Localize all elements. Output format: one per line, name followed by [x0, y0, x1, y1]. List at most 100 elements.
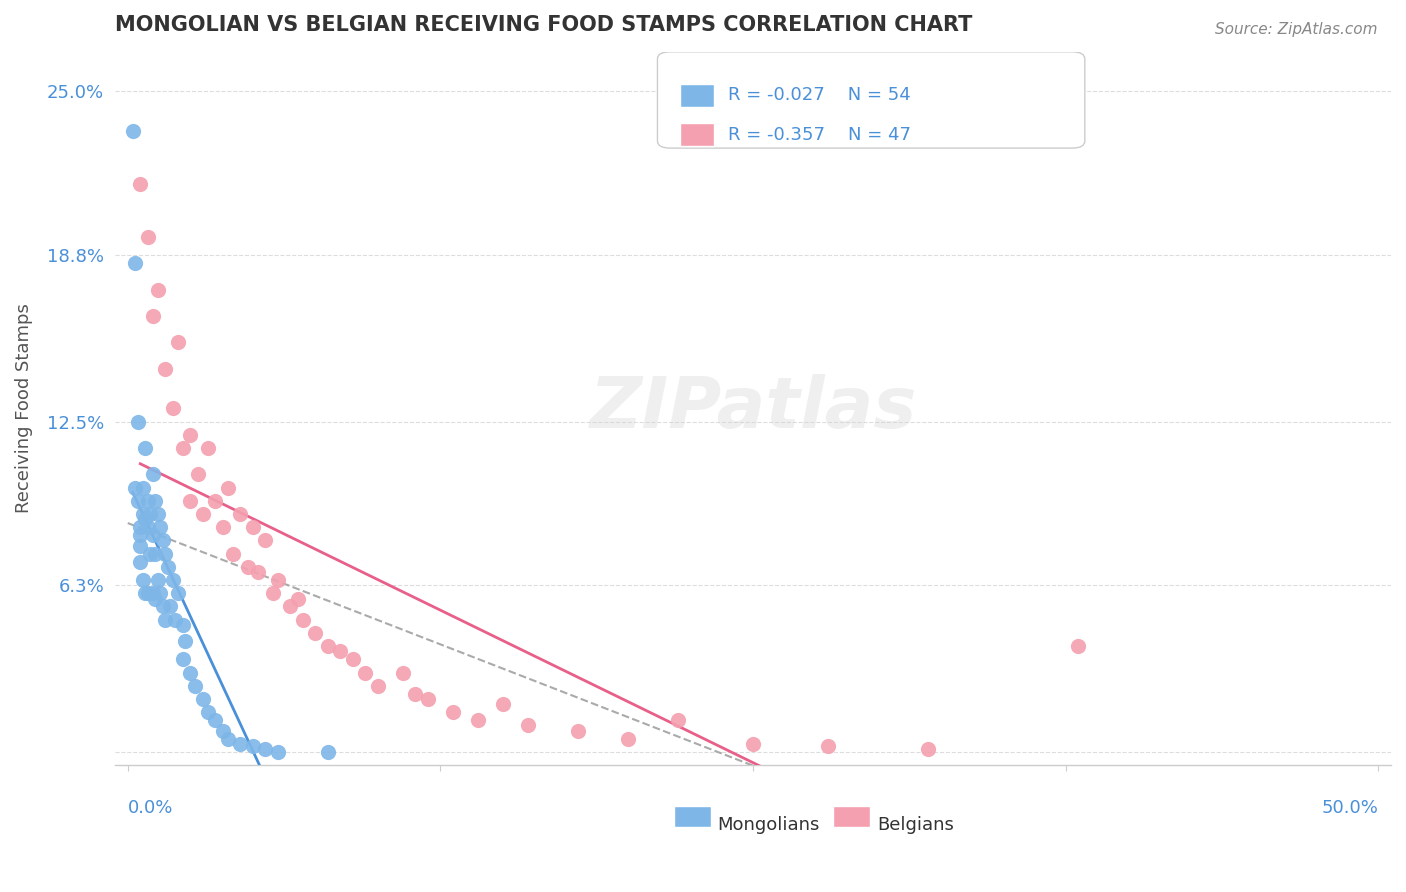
- Point: [124, 256, 146, 270]
- Text: Mongolians: Mongolians: [717, 816, 820, 834]
- Point: [129, 520, 152, 534]
- Point: [146, 283, 169, 297]
- Point: [143, 493, 166, 508]
- Point: [217, 731, 239, 746]
- Point: [143, 547, 166, 561]
- Point: [291, 613, 314, 627]
- Point: [191, 692, 214, 706]
- Point: [342, 652, 364, 666]
- Point: [492, 697, 515, 711]
- Point: [132, 507, 155, 521]
- Point: [165, 613, 187, 627]
- Point: [136, 520, 159, 534]
- Point: [517, 718, 540, 732]
- Point: [136, 229, 159, 244]
- Point: [129, 177, 152, 191]
- Point: [174, 633, 197, 648]
- Point: [204, 493, 226, 508]
- Point: [156, 559, 179, 574]
- Point: [132, 573, 155, 587]
- Point: [152, 533, 174, 548]
- Point: [367, 679, 389, 693]
- Point: [134, 586, 156, 600]
- Point: [155, 613, 177, 627]
- Point: [191, 507, 214, 521]
- Point: [392, 665, 415, 680]
- Point: [329, 644, 352, 658]
- Point: [742, 737, 765, 751]
- Point: [172, 441, 194, 455]
- Point: [179, 493, 201, 508]
- Point: [184, 679, 207, 693]
- Point: [229, 737, 252, 751]
- Point: [204, 713, 226, 727]
- Point: [142, 586, 165, 600]
- FancyBboxPatch shape: [681, 123, 714, 146]
- Point: [242, 739, 264, 754]
- Point: [121, 124, 143, 138]
- Text: R = -0.357    N = 47: R = -0.357 N = 47: [728, 126, 911, 144]
- Text: 0.0%: 0.0%: [128, 799, 173, 817]
- Point: [1067, 639, 1090, 653]
- Point: [136, 493, 159, 508]
- Point: [187, 467, 209, 482]
- Point: [416, 692, 439, 706]
- Point: [172, 618, 194, 632]
- Point: [127, 493, 149, 508]
- Point: [211, 520, 233, 534]
- Point: [316, 745, 339, 759]
- FancyBboxPatch shape: [673, 806, 711, 827]
- Point: [139, 547, 162, 561]
- Point: [172, 652, 194, 666]
- Point: [316, 639, 339, 653]
- Point: [159, 599, 181, 614]
- Text: MONGOLIAN VS BELGIAN RECEIVING FOOD STAMPS CORRELATION CHART: MONGOLIAN VS BELGIAN RECEIVING FOOD STAM…: [115, 15, 973, 35]
- Point: [155, 361, 177, 376]
- Text: R = -0.027    N = 54: R = -0.027 N = 54: [728, 87, 910, 104]
- Point: [404, 687, 426, 701]
- Point: [136, 586, 159, 600]
- Point: [142, 467, 165, 482]
- FancyBboxPatch shape: [658, 52, 1085, 148]
- Point: [143, 591, 166, 606]
- Point: [217, 481, 239, 495]
- Point: [280, 599, 302, 614]
- Point: [149, 520, 172, 534]
- Point: [142, 309, 165, 323]
- Point: [142, 528, 165, 542]
- Point: [197, 441, 219, 455]
- Point: [666, 713, 689, 727]
- Point: [152, 599, 174, 614]
- Point: [124, 481, 146, 495]
- Point: [139, 507, 162, 521]
- Point: [254, 742, 277, 756]
- Point: [129, 528, 152, 542]
- Point: [304, 626, 326, 640]
- Point: [155, 547, 177, 561]
- Point: [354, 665, 377, 680]
- Point: [254, 533, 277, 548]
- Point: [129, 555, 152, 569]
- Point: [567, 723, 589, 738]
- Point: [146, 573, 169, 587]
- Text: 50.0%: 50.0%: [1322, 799, 1378, 817]
- Point: [129, 539, 152, 553]
- Point: [162, 401, 184, 416]
- Point: [242, 520, 264, 534]
- Point: [917, 742, 939, 756]
- Point: [134, 512, 156, 526]
- FancyBboxPatch shape: [834, 806, 870, 827]
- FancyBboxPatch shape: [681, 84, 714, 107]
- Point: [146, 507, 169, 521]
- Point: [149, 586, 172, 600]
- Point: [166, 335, 188, 350]
- Point: [179, 665, 201, 680]
- Point: [467, 713, 489, 727]
- Point: [222, 547, 245, 561]
- Text: ZIPatlas: ZIPatlas: [589, 374, 917, 443]
- Point: [287, 591, 309, 606]
- Point: [267, 573, 290, 587]
- Point: [134, 441, 156, 455]
- Point: [162, 573, 184, 587]
- Text: Belgians: Belgians: [877, 816, 953, 834]
